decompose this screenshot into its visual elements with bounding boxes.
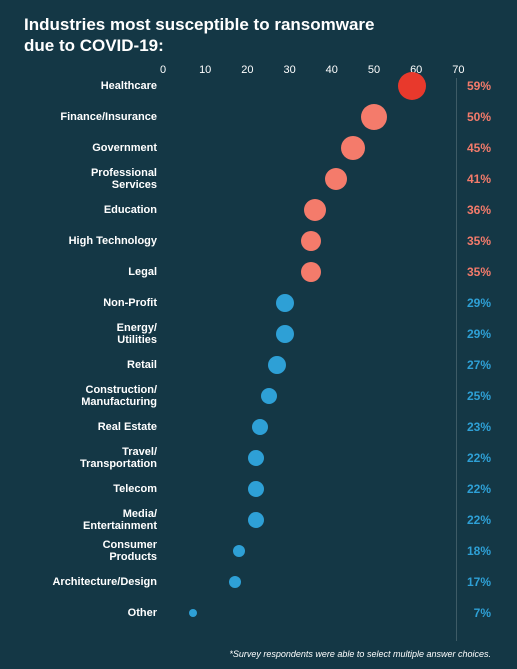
chart-row: Architecture/Design 17% [0, 567, 517, 597]
chart-row: Non-Profit 29% [0, 288, 517, 318]
chart-title: Industries most susceptible to ransomwar… [24, 14, 374, 57]
row-percent: 35% [467, 265, 491, 279]
title-line-1: Industries most susceptible to ransomwar… [24, 15, 374, 34]
data-dot [276, 294, 294, 312]
row-label: Healthcare [12, 80, 157, 92]
row-percent: 45% [467, 141, 491, 155]
data-dot [248, 450, 264, 466]
row-label: Telecom [12, 483, 157, 495]
row-label: Energy/Utilities [12, 322, 157, 346]
row-label: Non-Profit [12, 297, 157, 309]
row-label: Architecture/Design [12, 576, 157, 588]
chart-footnote: *Survey respondents were able to select … [229, 649, 491, 659]
row-label: High Technology [12, 235, 157, 247]
chart-row: Government 45% [0, 133, 517, 163]
row-label: Media/Entertainment [12, 508, 157, 532]
row-percent: 7% [474, 606, 491, 620]
chart-row: Finance/Insurance 50% [0, 102, 517, 132]
row-percent: 22% [467, 482, 491, 496]
row-label: Retail [12, 359, 157, 371]
data-dot [233, 545, 245, 557]
data-dot [276, 325, 294, 343]
row-percent: 29% [467, 327, 491, 341]
chart-row: High Technology 35% [0, 226, 517, 256]
data-dot [301, 231, 321, 251]
row-label: Education [12, 204, 157, 216]
chart-row: Healthcare 59% [0, 71, 517, 101]
chart-row: Retail 27% [0, 350, 517, 380]
chart-row: ConsumerProducts 18% [0, 536, 517, 566]
row-label: Finance/Insurance [12, 111, 157, 123]
chart-row: Media/Entertainment 22% [0, 505, 517, 535]
data-dot [301, 262, 321, 282]
data-dot [248, 512, 264, 528]
data-dot [261, 388, 277, 404]
chart-row: Travel/Transportation 22% [0, 443, 517, 473]
row-percent: 35% [467, 234, 491, 248]
row-percent: 25% [467, 389, 491, 403]
data-dot [268, 356, 286, 374]
data-dot [189, 609, 197, 617]
row-percent: 29% [467, 296, 491, 310]
row-label: ProfessionalServices [12, 167, 157, 191]
chart-row: ProfessionalServices 41% [0, 164, 517, 194]
chart-row: Other 7% [0, 598, 517, 628]
row-percent: 18% [467, 544, 491, 558]
row-label: Legal [12, 266, 157, 278]
chart-row: Real Estate 23% [0, 412, 517, 442]
row-percent: 23% [467, 420, 491, 434]
row-percent: 36% [467, 203, 491, 217]
row-label: Government [12, 142, 157, 154]
row-percent: 22% [467, 513, 491, 527]
row-percent: 17% [467, 575, 491, 589]
chart-row: Telecom 22% [0, 474, 517, 504]
data-dot [398, 72, 426, 100]
row-label: Travel/Transportation [12, 446, 157, 470]
row-label: Other [12, 607, 157, 619]
data-dot [252, 419, 268, 435]
title-line-2: due to COVID-19: [24, 36, 164, 55]
data-dot [229, 576, 241, 588]
data-dot [361, 104, 387, 130]
chart-row: Construction/Manufacturing 25% [0, 381, 517, 411]
chart-row: Energy/Utilities 29% [0, 319, 517, 349]
row-label: Real Estate [12, 421, 157, 433]
data-dot [341, 136, 365, 160]
row-label: ConsumerProducts [12, 539, 157, 563]
ransomware-dot-chart: Industries most susceptible to ransomwar… [0, 0, 517, 669]
row-percent: 27% [467, 358, 491, 372]
row-label: Construction/Manufacturing [12, 384, 157, 408]
row-percent: 50% [467, 110, 491, 124]
chart-row: Education 36% [0, 195, 517, 225]
data-dot [248, 481, 264, 497]
row-percent: 22% [467, 451, 491, 465]
data-dot [325, 168, 347, 190]
row-percent: 41% [467, 172, 491, 186]
data-dot [304, 199, 326, 221]
row-percent: 59% [467, 79, 491, 93]
chart-row: Legal 35% [0, 257, 517, 287]
